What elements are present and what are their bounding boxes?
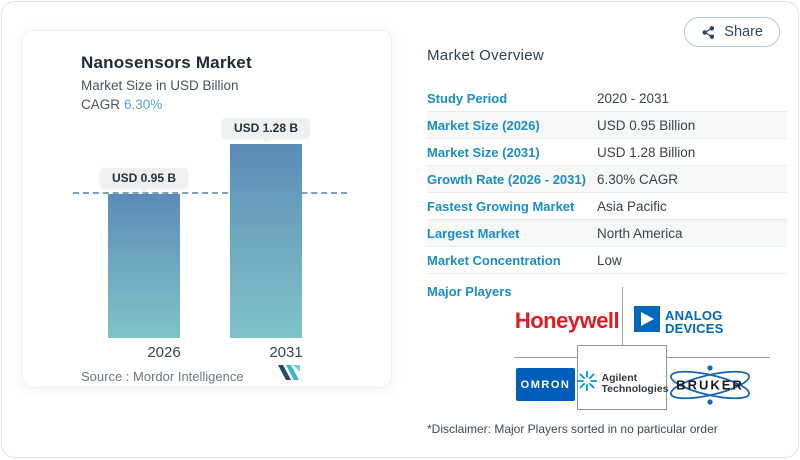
bar-value-label-2031: USD 1.28 B xyxy=(221,118,311,138)
row-label: Market Concentration xyxy=(427,252,561,268)
agilent-line2: Technologies xyxy=(601,382,669,395)
row-value: USD 1.28 Billion xyxy=(597,144,696,160)
bruker-logo: BRUKER xyxy=(665,364,755,406)
row-label: Market Size (2031) xyxy=(427,144,540,160)
analog-devices-logo-mark xyxy=(634,306,660,337)
chart-source: Source : Mordor Intelligence xyxy=(81,369,244,384)
mordor-intelligence-logo xyxy=(278,362,302,386)
chart-title: Nanosensors Market xyxy=(81,53,252,72)
analog-devices-logo: ANALOG DEVICES xyxy=(634,306,723,337)
bruker-wordmark: BRUKER xyxy=(676,377,744,393)
agilent-logo: Agilent Technologies xyxy=(576,370,669,397)
players-disclaimer: *Disclaimer: Major Players sorted in no … xyxy=(427,422,718,436)
table-row-growth-rate: Growth Rate (2026 - 2031) 6.30% CAGR xyxy=(427,166,787,193)
overview-heading: Market Overview xyxy=(427,47,545,64)
logo-divider-vertical xyxy=(622,287,623,345)
x-axis-label-2026: 2026 xyxy=(147,344,181,361)
row-label: Market Size (2026) xyxy=(427,117,540,133)
bar-chart-plot: USD 0.95 B USD 1.28 B xyxy=(43,118,373,338)
cagr-label: CAGR xyxy=(81,97,121,112)
honeywell-logo: Honeywell xyxy=(514,308,620,333)
chart-subtitle: Market Size in USD Billion xyxy=(81,78,239,93)
share-button[interactable]: Share xyxy=(684,17,780,47)
x-axis-label-2031: 2031 xyxy=(269,344,303,361)
market-overview-panel: Market Overview Study Period 2020 - 2031… xyxy=(427,47,787,274)
row-value: Low xyxy=(597,252,622,268)
row-label: Growth Rate (2026 - 2031) xyxy=(427,171,586,187)
row-label: Largest Market xyxy=(427,225,520,241)
market-size-chart-card: Nanosensors Market Market Size in USD Bi… xyxy=(22,30,392,387)
share-icon xyxy=(701,25,716,40)
bar-value-label-2026: USD 0.95 B xyxy=(99,168,189,188)
row-value: Asia Pacific xyxy=(597,198,667,214)
agilent-spoke-icon xyxy=(576,370,598,397)
bar-2026 xyxy=(108,194,180,338)
row-label: Fastest Growing Market xyxy=(427,198,575,214)
agilent-wordmark: Agilent Technologies xyxy=(601,371,669,395)
row-value: USD 0.95 Billion xyxy=(597,117,696,133)
source-label: Source : xyxy=(81,369,130,384)
major-players-label: Major Players xyxy=(427,284,512,299)
analog-devices-wordmark: ANALOG DEVICES xyxy=(665,309,723,335)
logo-divider-horizontal-left xyxy=(514,357,577,358)
bruker-orbit-icon xyxy=(665,365,755,410)
table-row-market-size-2026: Market Size (2026) USD 0.95 Billion xyxy=(427,112,787,139)
table-row-study-period: Study Period 2020 - 2031 xyxy=(427,85,787,112)
row-label: Study Period xyxy=(427,90,508,106)
table-row-fastest-growing-market: Fastest Growing Market Asia Pacific xyxy=(427,193,787,220)
table-row-largest-market: Largest Market North America xyxy=(427,220,787,247)
row-value: 6.30% CAGR xyxy=(597,171,679,187)
share-label: Share xyxy=(724,24,763,40)
overview-table: Study Period 2020 - 2031 Market Size (20… xyxy=(427,85,787,274)
adi-line1: ANALOG xyxy=(665,307,723,323)
bar-2031 xyxy=(230,144,302,338)
row-value: 2020 - 2031 xyxy=(597,90,670,106)
table-row-market-size-2031: Market Size (2031) USD 1.28 Billion xyxy=(427,139,787,166)
logo-divider-horizontal-right xyxy=(667,357,770,358)
adi-line2: DEVICES xyxy=(665,320,724,336)
agilent-line1: Agilent xyxy=(601,371,638,384)
major-players-section: Major Players Honeywell ANALOG DEVICES xyxy=(427,280,789,414)
agilent-logo-box: Agilent Technologies xyxy=(576,345,669,410)
source-value: Mordor Intelligence xyxy=(133,369,244,384)
reference-dashed-line xyxy=(73,192,347,194)
table-row-market-concentration: Market Concentration Low xyxy=(427,247,787,274)
chart-header: Nanosensors Market Market Size in USD Bi… xyxy=(81,53,252,112)
row-value: North America xyxy=(597,225,683,241)
chart-cagr: CAGR 6.30% xyxy=(81,97,252,112)
cagr-value: 6.30% xyxy=(124,97,163,112)
omron-logo: OMRON xyxy=(516,368,575,401)
